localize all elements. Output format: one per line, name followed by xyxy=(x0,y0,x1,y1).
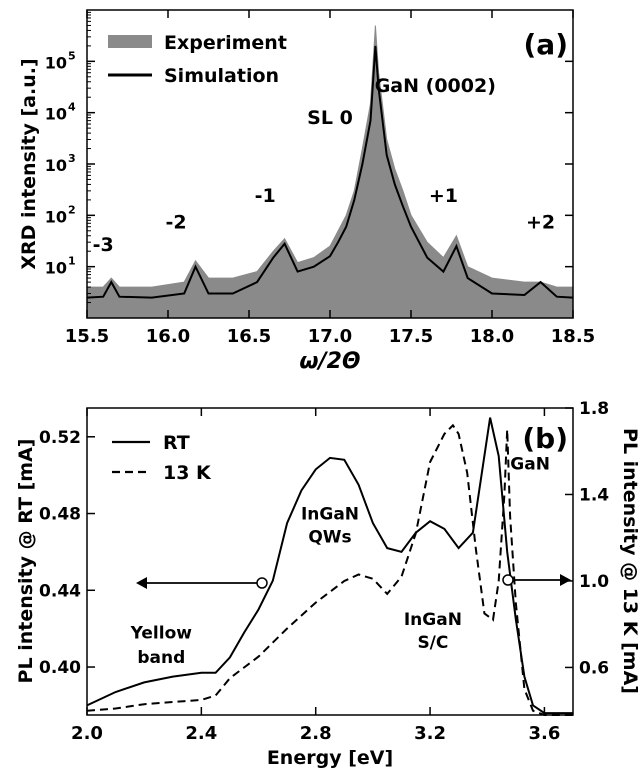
annotation-label: -1 xyxy=(255,185,276,207)
x-tick-label: 3.6 xyxy=(528,723,560,744)
panel-a-x-axis-label: ω/2Θ xyxy=(299,349,360,374)
legend-experiment-label: Experiment xyxy=(164,32,287,54)
panel-b-x-axis-label: Energy [eV] xyxy=(267,747,393,769)
13k-line xyxy=(86,423,573,716)
annotation-label: Yellow xyxy=(130,623,193,643)
rt-series xyxy=(86,417,573,715)
simulation-line xyxy=(86,45,574,299)
13k-series xyxy=(86,423,573,716)
panel-a-annotations: SL 0 GaN (0002) -1 +1 -2 +2 -3 xyxy=(93,75,556,256)
annotation-label: InGaN xyxy=(301,504,359,524)
panel-a-y-axis-label: XRD intensity [a.u.] xyxy=(18,58,40,269)
y2-tick-label: 1.4 xyxy=(579,485,609,505)
y-tick-label-base: 10 xyxy=(45,156,67,175)
annotation-label: GaN (0002) xyxy=(375,75,496,97)
panel-b-x-ticks: 2.0 2.4 2.8 3.2 3.6 xyxy=(71,408,560,744)
y-tick-label-base: 10 xyxy=(45,105,67,124)
x-tick-label: 17.5 xyxy=(389,326,433,347)
panel-b-y-ticks: 0.40 0.44 0.48 0.52 xyxy=(39,428,95,678)
x-tick-label: 2.0 xyxy=(71,723,103,744)
right-arrow-icon xyxy=(560,574,571,586)
x-tick-label: 2.4 xyxy=(185,723,217,744)
x-tick-label: 2.8 xyxy=(300,723,332,744)
legend-13k-label: 13 K xyxy=(163,462,212,484)
annotation-label: QWs xyxy=(308,527,351,547)
x-tick-label: 16.5 xyxy=(227,326,271,347)
annotation-label: GaN xyxy=(510,454,550,474)
y2-tick-label: 0.6 xyxy=(579,658,609,678)
annotation-label: -2 xyxy=(166,212,187,234)
y-tick-label-base: 10 xyxy=(45,259,67,278)
panel-b-annotations: InGaN QWs InGaN S/C GaN Yellow band xyxy=(130,454,550,668)
legend-rt-label: RT xyxy=(163,432,190,454)
y-tick-label-base: 10 xyxy=(45,207,67,226)
panel-b-label: (b) xyxy=(522,422,568,455)
annotation-label: +1 xyxy=(429,185,458,207)
panel-a-label: (a) xyxy=(524,28,569,61)
panel-b: 2.0 2.4 2.8 3.2 3.6 0.40 0.44 0.48 0.52 0.6 1.0 1… xyxy=(15,399,641,769)
experiment-area xyxy=(86,25,574,319)
annotation-label: -3 xyxy=(93,234,114,256)
legend-simulation-label: Simulation xyxy=(164,65,279,87)
panel-a-legend: Experiment Simulation xyxy=(108,32,287,87)
right-marker-circle-icon xyxy=(502,574,514,586)
y-tick-label-exponent: 4 xyxy=(68,101,76,114)
rt-line xyxy=(86,417,573,715)
x-tick-label: 15.5 xyxy=(65,326,109,347)
annotation-label: +2 xyxy=(526,212,555,234)
panel-b-frame xyxy=(86,407,574,716)
y-tick-label: 0.40 xyxy=(39,658,81,678)
left-axis-indicator xyxy=(136,577,268,589)
x-tick-label: 17.0 xyxy=(308,326,352,347)
left-arrow-icon xyxy=(136,577,147,589)
y-tick-label: 0.44 xyxy=(39,581,81,601)
y-tick-label-base: 10 xyxy=(45,53,67,72)
y-tick-label: 0.52 xyxy=(39,428,81,448)
y-tick-label-exponent: 5 xyxy=(68,49,76,62)
x-tick-label: 3.2 xyxy=(414,723,446,744)
simulation-series xyxy=(86,45,574,299)
panel-b-y2-axis-label: PL intensity @ 13 K [mA] xyxy=(619,428,641,694)
panel-b-y-axis-label: PL intensity @ RT [mA] xyxy=(15,439,37,684)
annotation-label: InGaN xyxy=(404,610,462,630)
annotation-label: S/C xyxy=(417,633,448,653)
y-tick-label: 0.48 xyxy=(39,505,81,525)
x-tick-label: 16.0 xyxy=(146,326,190,347)
y-tick-label-exponent: 2 xyxy=(68,203,76,216)
left-marker-circle-icon xyxy=(256,577,268,589)
y2-tick-label: 1.8 xyxy=(579,399,609,419)
annotation-label: SL 0 xyxy=(307,107,353,129)
panel-b-legend: RT 13 K xyxy=(112,432,212,484)
right-axis-indicator xyxy=(502,574,571,586)
panel-b-y2-ticks: 0.6 1.0 1.4 1.8 xyxy=(565,399,609,678)
panel-a-x-ticks: 15.5 16.0 16.5 17.0 17.5 18.0 18.5 xyxy=(65,10,595,347)
y2-tick-label: 1.0 xyxy=(579,572,609,592)
y-tick-label-exponent: 1 xyxy=(68,255,76,268)
x-tick-label: 18.5 xyxy=(551,326,595,347)
y-tick-label-exponent: 3 xyxy=(68,152,76,165)
experiment-series xyxy=(86,25,574,319)
legend-experiment-swatch xyxy=(108,35,152,48)
annotation-label: band xyxy=(137,648,185,668)
x-tick-label: 18.0 xyxy=(470,326,514,347)
